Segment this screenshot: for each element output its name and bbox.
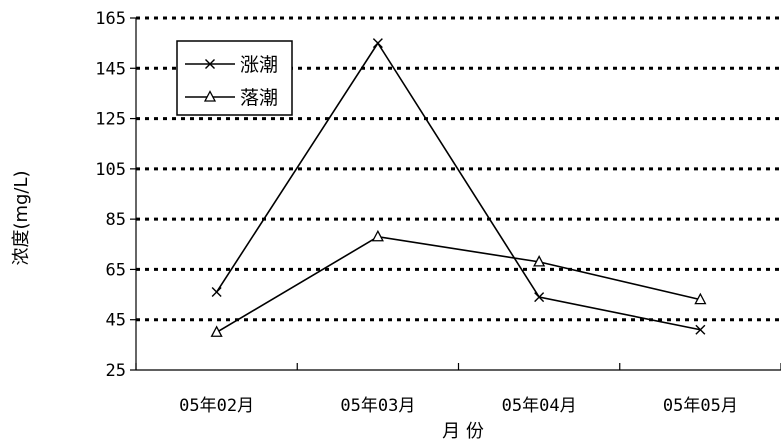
series-lines <box>210 38 707 337</box>
series-line-1 <box>216 235 701 333</box>
axes <box>130 17 781 371</box>
y-tick-label: 85 <box>106 210 126 230</box>
legend-box <box>176 40 293 116</box>
tick-labels: 25 45 65 85 105 125 145 165 05年02月 05年03月 05年04月 05… <box>95 9 738 416</box>
x-axis-title: 月 份 <box>442 421 484 442</box>
marker-stroke <box>695 324 706 335</box>
x-tick-label: 05年03月 <box>340 396 415 416</box>
y-tick-label: 125 <box>95 110 126 130</box>
data-point-0-2 <box>534 292 545 303</box>
data-point-1-2 <box>533 254 546 267</box>
series-line-0 <box>215 41 701 331</box>
y-tick-label: 145 <box>95 59 126 79</box>
x-tick-label: 05年05月 <box>663 396 738 416</box>
data-point-0-3 <box>695 324 706 335</box>
y-tick-label: 105 <box>95 160 126 180</box>
x-tick-label: 05年02月 <box>179 396 254 416</box>
marker-stroke <box>211 287 222 298</box>
y-axis-title: 浓度(mg/L) <box>11 170 32 265</box>
data-point-1-3 <box>694 292 707 305</box>
marker-stroke <box>372 38 383 49</box>
data-point-0-1 <box>372 38 383 49</box>
y-tick-label: 25 <box>106 361 126 381</box>
legend-marker-1 <box>203 90 217 102</box>
y-tick-label: 45 <box>106 311 126 331</box>
legend-label-1: 落潮 <box>240 87 278 109</box>
data-point-1-0 <box>210 325 223 337</box>
marker-stroke <box>534 292 545 303</box>
y-tick-label: 65 <box>106 260 126 280</box>
legend-marker-0 <box>205 59 215 69</box>
legend-label-0: 涨潮 <box>240 54 278 76</box>
x-tick-label: 05年04月 <box>502 396 577 416</box>
y-tick-label: 165 <box>95 9 126 29</box>
data-point-1-1 <box>371 229 384 242</box>
data-point-0-0 <box>211 287 222 298</box>
marker-stroke <box>205 59 215 69</box>
